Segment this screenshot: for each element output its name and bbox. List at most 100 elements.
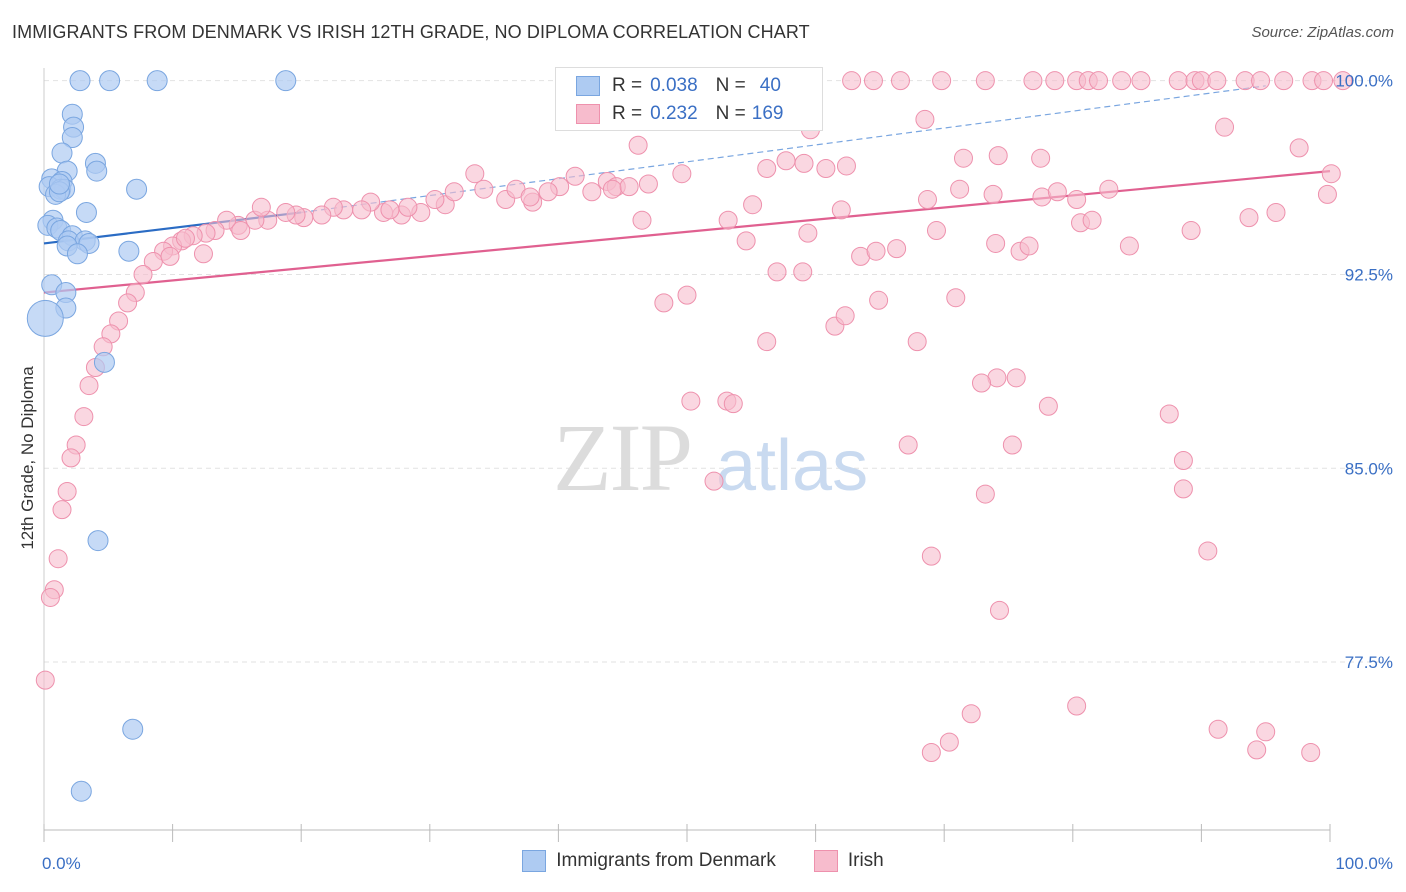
irish-point [312,205,332,225]
irish-point [1256,722,1276,742]
irish-point [767,262,787,282]
irish-point [677,285,697,305]
irish-point [672,164,692,184]
irish-point [628,135,648,155]
legend-row-denmark: R = 0.038 N = 40 [576,72,799,100]
legend-swatch-denmark [522,850,547,872]
irish-point [1067,190,1087,210]
irish-point [1266,202,1286,222]
irish-point [276,202,296,222]
legend-n-value-denmark: 40 [759,75,781,96]
irish-point [1247,740,1267,760]
irish-point [1173,479,1193,499]
legend-swatch-irish [576,104,600,124]
irish-point [975,484,995,504]
irish-point [520,187,540,207]
irish-point [1314,71,1334,91]
irish-point [816,159,836,179]
irish-point [1099,179,1119,199]
irish-point [986,233,1006,253]
chart-title: IMMIGRANTS FROM DENMARK VS IRISH 12TH GR… [12,22,810,42]
watermark: ZIP atlas [553,404,868,511]
legend-n-label: N = [715,75,746,96]
irish-point [921,742,941,762]
irish-point [1215,117,1235,137]
watermark-zip: ZIP [553,404,691,511]
irish-point [118,293,138,313]
irish-point [160,246,180,266]
irish-point [231,221,251,241]
denmark-point [70,780,92,802]
irish-point [602,179,622,199]
irish-point [983,184,1003,204]
irish-point [1274,71,1294,91]
irish-point [1082,210,1102,230]
irish-point [869,290,889,310]
irish-point [835,306,855,326]
legend-item-denmark[interactable]: Immigrants from Denmark [522,850,776,872]
irish-point [565,166,585,186]
irish-point [1321,164,1341,184]
y-tick-label: 85.0% [1345,459,1393,478]
irish-point [1168,71,1188,91]
irish-point [863,71,883,91]
irish-point [890,71,910,91]
x-tick-label: 100.0% [1335,854,1393,873]
legend-n-value-irish: 169 [751,103,784,124]
irish-point [1031,148,1051,168]
irish-point [444,182,464,202]
legend-n-label: N = [715,103,746,124]
irish-point [133,264,153,284]
irish-point [1301,742,1321,762]
irish-point [638,174,658,194]
irish-point [175,228,195,248]
irish-point [582,182,602,202]
irish-point [1045,71,1065,91]
irish-point [757,332,777,352]
y-tick-label: 100.0% [1335,72,1393,91]
irish-point [1131,71,1151,91]
irish-point [1181,221,1201,241]
irish-point [953,148,973,168]
irish-point [1317,184,1337,204]
irish-point [950,179,970,199]
denmark-point [69,70,91,92]
denmark-point [146,70,168,92]
irish-point [776,151,796,171]
irish-point [474,179,494,199]
irish-point [939,732,959,752]
irish-point [1198,541,1218,561]
irish-point [1208,719,1228,739]
denmark-point [118,240,140,262]
irish-point [1019,236,1039,256]
legend-label-denmark: Immigrants from Denmark [556,850,776,871]
legend-item-irish[interactable]: Irish [813,850,884,872]
irish-point [836,156,856,176]
irish-point [736,231,756,251]
irish-point [988,146,1008,166]
irish-point [35,670,55,690]
denmark-point [26,299,64,337]
irish-point [52,500,72,520]
irish-point [1002,435,1022,455]
series-legend: Immigrants from Denmark Irish [0,850,1406,872]
irish-point [704,471,724,491]
irish-point [1207,71,1227,91]
irish-point [898,435,918,455]
irish-point [619,177,639,197]
irish-point [887,239,907,259]
irish-point [48,549,68,569]
legend-r-value-denmark: 0.038 [650,75,698,96]
source-label: Source: ZipAtlas.com [1251,24,1394,41]
denmark-point [61,127,83,149]
irish-point [1119,236,1139,256]
irish-point [917,190,937,210]
legend-swatch-denmark [576,76,600,96]
irish-point [57,482,77,502]
irish-point [538,182,558,202]
denmark-point [86,160,108,182]
irish-point [932,71,952,91]
watermark-atlas: atlas [716,426,868,506]
irish-point [1047,182,1067,202]
